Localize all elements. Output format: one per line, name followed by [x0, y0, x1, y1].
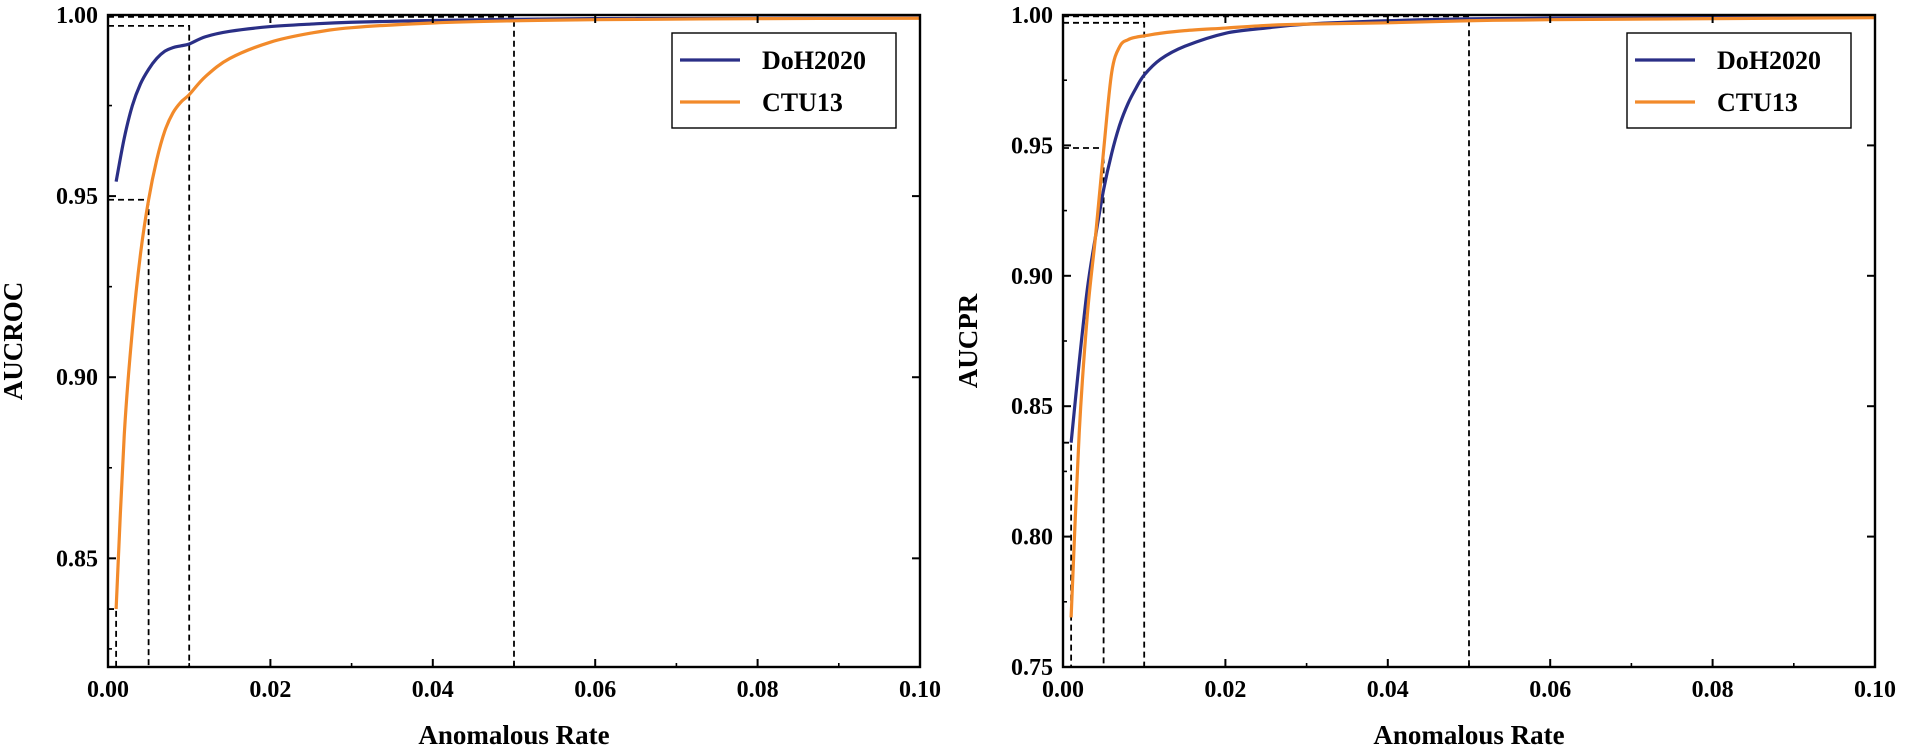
x-tick-label: 0.08: [737, 677, 779, 703]
reference-line-4: [1063, 15, 1470, 667]
x-tick-label: 0.04: [1367, 677, 1409, 703]
x-axis-label: Anomalous Rate: [418, 720, 609, 748]
reference-line-3: [108, 24, 191, 667]
legend-label-ctu13: CTU13: [762, 88, 843, 117]
reference-line-4: [108, 15, 515, 667]
reference-line-1: [1063, 441, 1073, 667]
reference-line-2: [108, 198, 150, 667]
reference-line-1: [108, 608, 118, 667]
y-tick-label: 1.00: [1011, 3, 1053, 29]
series-line-ctu13: [1069, 16, 1875, 618]
y-tick-label: 0.85: [56, 546, 98, 572]
legend-label-ctu13: CTU13: [1717, 88, 1798, 117]
x-tick-label: 0.04: [412, 677, 454, 703]
x-axis-label: Anomalous Rate: [1373, 720, 1564, 748]
x-tick-label: 0.10: [899, 677, 941, 703]
x-tick-label: 0.06: [1529, 677, 1571, 703]
legend: DoH2020 CTU13: [1626, 32, 1852, 129]
x-tick-label: 0.08: [1692, 677, 1734, 703]
legend-box: [671, 32, 897, 129]
x-tick-label: 0.06: [574, 677, 616, 703]
legend-box: [1626, 32, 1852, 129]
x-tick-label: 0.02: [249, 677, 291, 703]
legend: DoH2020 CTU13: [671, 32, 897, 129]
y-tick-label: 0.75: [1011, 655, 1053, 681]
series-line-ctu13: [114, 16, 920, 610]
legend-label-doh2020: DoH2020: [1717, 46, 1821, 75]
y-tick-label: 0.95: [1011, 133, 1053, 159]
y-axis-label: AUCPR: [953, 293, 983, 388]
chart-2: 0.00 0.02 0.04 0.06 0.08 0.10 0.75 0.80 0.85 0.90…: [953, 3, 1896, 748]
y-tick-label: 0.85: [1011, 394, 1053, 420]
x-tick-label: 0.00: [1042, 677, 1084, 703]
y-tick-label: 0.95: [56, 184, 98, 210]
reference-line-3: [1063, 21, 1146, 667]
y-axis-label: AUCROC: [0, 282, 28, 401]
y-tick-label: 0.80: [1011, 525, 1053, 551]
x-tick-label: 0.10: [1854, 677, 1896, 703]
x-tick-label: 0.00: [87, 677, 129, 703]
legend-label-doh2020: DoH2020: [762, 46, 866, 75]
y-tick-label: 1.00: [56, 3, 98, 29]
y-tick-label: 0.90: [1011, 264, 1053, 290]
x-tick-label: 0.02: [1204, 677, 1246, 703]
y-tick-label: 0.90: [56, 365, 98, 391]
chart-1: 0.00 0.02 0.04 0.06 0.08 0.10 0.85 0.90 0.95 1.00…: [0, 3, 941, 748]
